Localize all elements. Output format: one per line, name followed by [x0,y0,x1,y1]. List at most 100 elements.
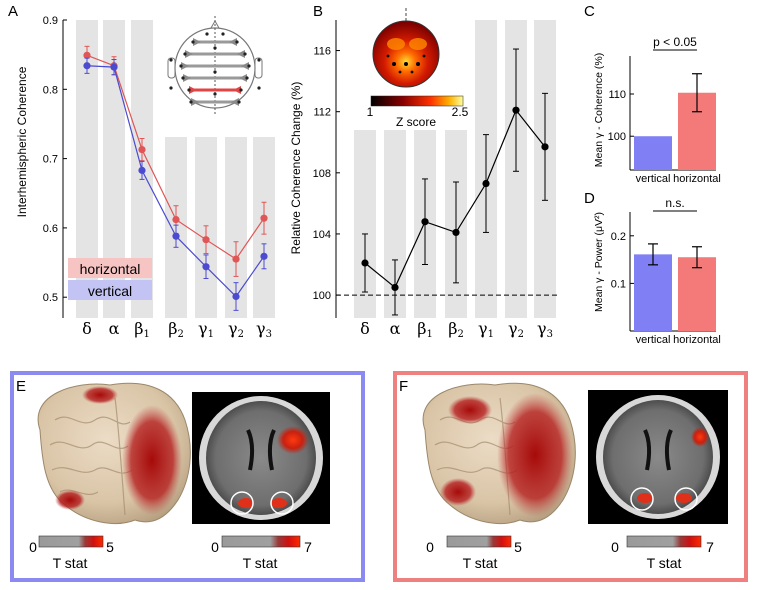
x-tick-label-a0: δ [82,319,92,338]
legend-bg-vertical [68,280,152,300]
y-tick-label-3: 112 [313,107,331,119]
y-tick-label-1: 104 [313,229,331,241]
point-6 [541,143,549,151]
tstat-e-slice-min: 0 [211,539,219,555]
point-2 [421,218,429,226]
x-tick-label-b3: β2 [448,319,464,340]
band-1 [384,130,406,318]
tstat-f-surface-max: 5 [514,539,522,555]
point-vertical-0 [83,62,91,70]
x-tick-label-b1: α [390,319,401,338]
point-3 [452,228,460,237]
panel-label-d: D [584,190,595,207]
x-tick-label-b0: δ [360,319,370,338]
point-vertical-4 [202,263,210,271]
chart-a-ylabel: Interhemispheric Coherence [15,66,29,217]
panel-f-frame [393,371,748,582]
chart-b: 100 104 108 112 116 δ α β1 β2 γ1 γ2 γ3 [313,20,560,340]
chart-a: 0.5 0.6 0.7 0.8 0.9 δ α β1 β2 γ1 γ2 γ3 horizontal ver… [43,15,275,340]
legend-label-horizontal: horizontal [80,261,141,277]
brain-surface-e [37,382,191,524]
significance-label: p < 0.05 [653,35,697,49]
point-4 [482,179,490,188]
topography-map [370,8,464,107]
legend-bg-horizontal [68,258,152,278]
band-0 [76,20,98,318]
point-5 [512,106,520,114]
tstat-f-slice-max: 7 [706,539,714,555]
y-tick-label-4: 116 [313,46,331,58]
y-tick-label-0: 0.1 [611,278,626,290]
point-horizontal-5 [232,255,240,263]
point-vertical-5 [232,292,240,301]
x-tick-label-b6: γ3 [537,319,553,340]
x-tick-label-b2: β1 [417,319,433,340]
panel-label-a: A [8,3,18,20]
panel-e-frame [10,371,365,582]
panel-label-c: C [584,3,595,20]
x-tick-label-a4: γ1 [198,319,214,340]
point-vertical-6 [260,252,268,260]
panel-label-b: B [313,3,323,20]
tstat-f-surface-min: 0 [426,539,434,555]
x-tick-label-a5: γ2 [228,319,244,340]
point-vertical-2 [138,166,146,174]
x-tick-label-a6: γ3 [256,319,272,340]
x-tick-label-b5: γ2 [508,319,524,340]
y-tick-label-1: 110 [608,89,626,101]
mri-slice-e [192,392,330,524]
point-horizontal-2 [138,145,146,154]
tstat-e-surface-min: 0 [29,539,37,555]
x-tick-label-horizontal: horizontal [673,173,721,185]
zscore-colorbar [370,95,464,107]
y-tick-label-2: 0.7 [43,154,58,166]
y-tick-label-1: 0.6 [43,223,58,235]
chart-b-ylabel: Relative Coherence Change (%) [289,82,303,255]
y-tick-label-0: 100 [313,290,331,302]
point-0 [361,259,369,267]
y-tick-label-0: 0.5 [43,292,58,304]
bar-vertical [634,254,672,331]
mri-slice-f [588,390,728,524]
zscore-label: Z score [396,115,436,129]
tstat-f-slice-label: T stat [647,555,682,571]
tstat-colorbar-e-surface [38,535,104,548]
tstat-f-surface-label: T stat [463,555,498,571]
x-tick-label-b4: γ1 [478,319,494,340]
significance-label: n.s. [665,196,684,210]
y-tick-label-3: 0.8 [43,84,58,96]
tstat-colorbar-e-slice [221,535,301,548]
chart-c-ylabel: Mean γ - Coherence (%) [593,53,605,167]
panel-label-e: E [16,378,26,395]
tstat-colorbar-f-slice [626,535,702,548]
band-5 [225,137,247,318]
band-0 [354,130,376,318]
x-tick-label-vertical: vertical [636,173,671,185]
x-tick-label-vertical: vertical [636,334,671,346]
electrode-head-diagram [167,16,263,114]
chart-d: 0.1 0.2 vertical horizontal n.s. [611,196,721,346]
tstat-f-slice-min: 0 [611,539,619,555]
tstat-e-surface-label: T stat [53,555,88,571]
x-tick-label-a1: α [109,319,120,338]
zscore-max: 2.5 [452,105,469,119]
tstat-colorbar-f-surface [446,535,512,548]
panel-label-f: F [399,378,408,395]
chart-c: 100 110 vertical horizontal p < 0.05 [608,35,721,185]
point-vertical-1 [110,63,118,71]
bar-horizontal [678,257,716,331]
point-horizontal-3 [172,215,180,224]
bar-vertical [634,136,672,170]
point-horizontal-4 [202,236,210,244]
point-1 [391,283,399,292]
tstat-e-surface-max: 5 [106,539,114,555]
brain-surface-f [422,382,576,524]
tstat-e-slice-max: 7 [304,539,312,555]
y-tick-label-2: 108 [313,168,331,180]
y-tick-label-0: 100 [608,131,626,143]
point-horizontal-6 [260,214,268,222]
x-tick-label-a3: β2 [168,319,184,340]
x-tick-label-horizontal: horizontal [673,334,721,346]
